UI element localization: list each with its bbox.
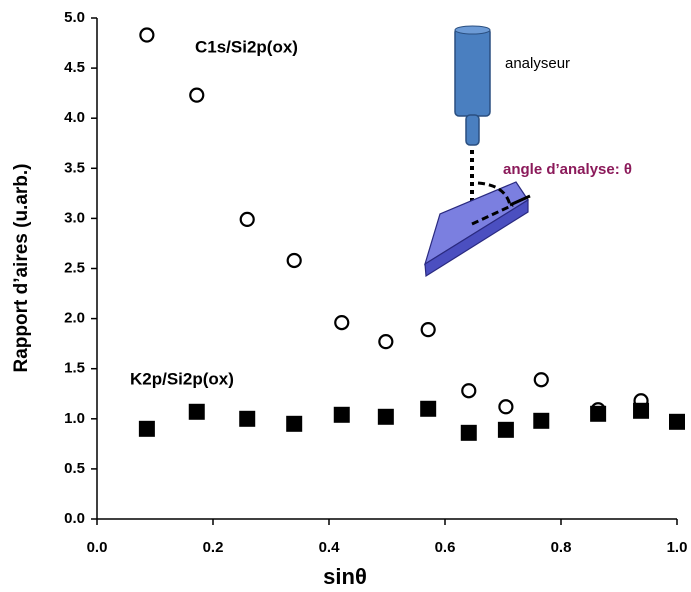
x-tick-label: 0.0 bbox=[87, 539, 108, 556]
y-tick-label: 3.0 bbox=[64, 209, 85, 226]
illustration: analyseur angle d’analyse: θ bbox=[423, 25, 632, 278]
point bbox=[377, 408, 394, 425]
surface-line bbox=[471, 203, 514, 226]
point bbox=[188, 403, 205, 420]
x-tick-label: 0.4 bbox=[319, 539, 341, 556]
point bbox=[420, 322, 436, 338]
point bbox=[286, 415, 303, 432]
point bbox=[333, 406, 350, 423]
analyzer-top bbox=[454, 25, 491, 35]
y-tick-label: 0.0 bbox=[64, 510, 85, 527]
point bbox=[498, 399, 514, 415]
x-tick-label: 0.6 bbox=[435, 539, 456, 556]
point bbox=[533, 372, 549, 388]
angle-arc bbox=[477, 181, 512, 206]
point bbox=[461, 383, 477, 399]
annotation: analyseur bbox=[505, 55, 570, 72]
point bbox=[139, 27, 155, 43]
x-tick-label: 0.8 bbox=[551, 539, 572, 556]
y-tick-label: 4.5 bbox=[64, 59, 85, 76]
point bbox=[334, 315, 350, 331]
point bbox=[420, 400, 437, 417]
series-label: K2p/Si2p(ox) bbox=[130, 369, 234, 388]
series-label: C1s/Si2p(ox) bbox=[195, 37, 298, 56]
x-axis-label: sinθ bbox=[323, 564, 367, 589]
y-tick-label: 1.0 bbox=[64, 410, 85, 427]
point bbox=[590, 405, 607, 422]
y-tick-label: 2.5 bbox=[64, 259, 85, 276]
point bbox=[189, 87, 205, 103]
point bbox=[239, 410, 256, 427]
y-tick-label: 2.0 bbox=[64, 310, 85, 327]
point bbox=[497, 421, 514, 438]
x-tick-label: 1.0 bbox=[667, 539, 688, 556]
point bbox=[239, 211, 255, 228]
y-tick-label: 0.5 bbox=[64, 460, 85, 477]
surface-line bbox=[509, 194, 531, 207]
annotation: angle d’analyse: θ bbox=[503, 161, 632, 178]
sample-side bbox=[424, 198, 529, 278]
point bbox=[669, 413, 685, 430]
point bbox=[533, 412, 550, 429]
y-tick-label: 4.0 bbox=[64, 109, 85, 126]
point bbox=[286, 252, 302, 269]
y-axis-label: Rapport d’aires (u.arb.) bbox=[11, 163, 32, 372]
analyzer-tube bbox=[465, 114, 480, 146]
analyzer-body bbox=[454, 27, 491, 117]
y-tick-label: 3.5 bbox=[64, 159, 85, 176]
point bbox=[378, 334, 394, 350]
point bbox=[460, 424, 477, 441]
x-tick-label: 0.2 bbox=[203, 539, 224, 556]
point bbox=[138, 420, 155, 437]
y-tick-label: 5.0 bbox=[64, 9, 85, 26]
point bbox=[633, 402, 650, 419]
y-tick-label: 1.5 bbox=[64, 360, 85, 377]
